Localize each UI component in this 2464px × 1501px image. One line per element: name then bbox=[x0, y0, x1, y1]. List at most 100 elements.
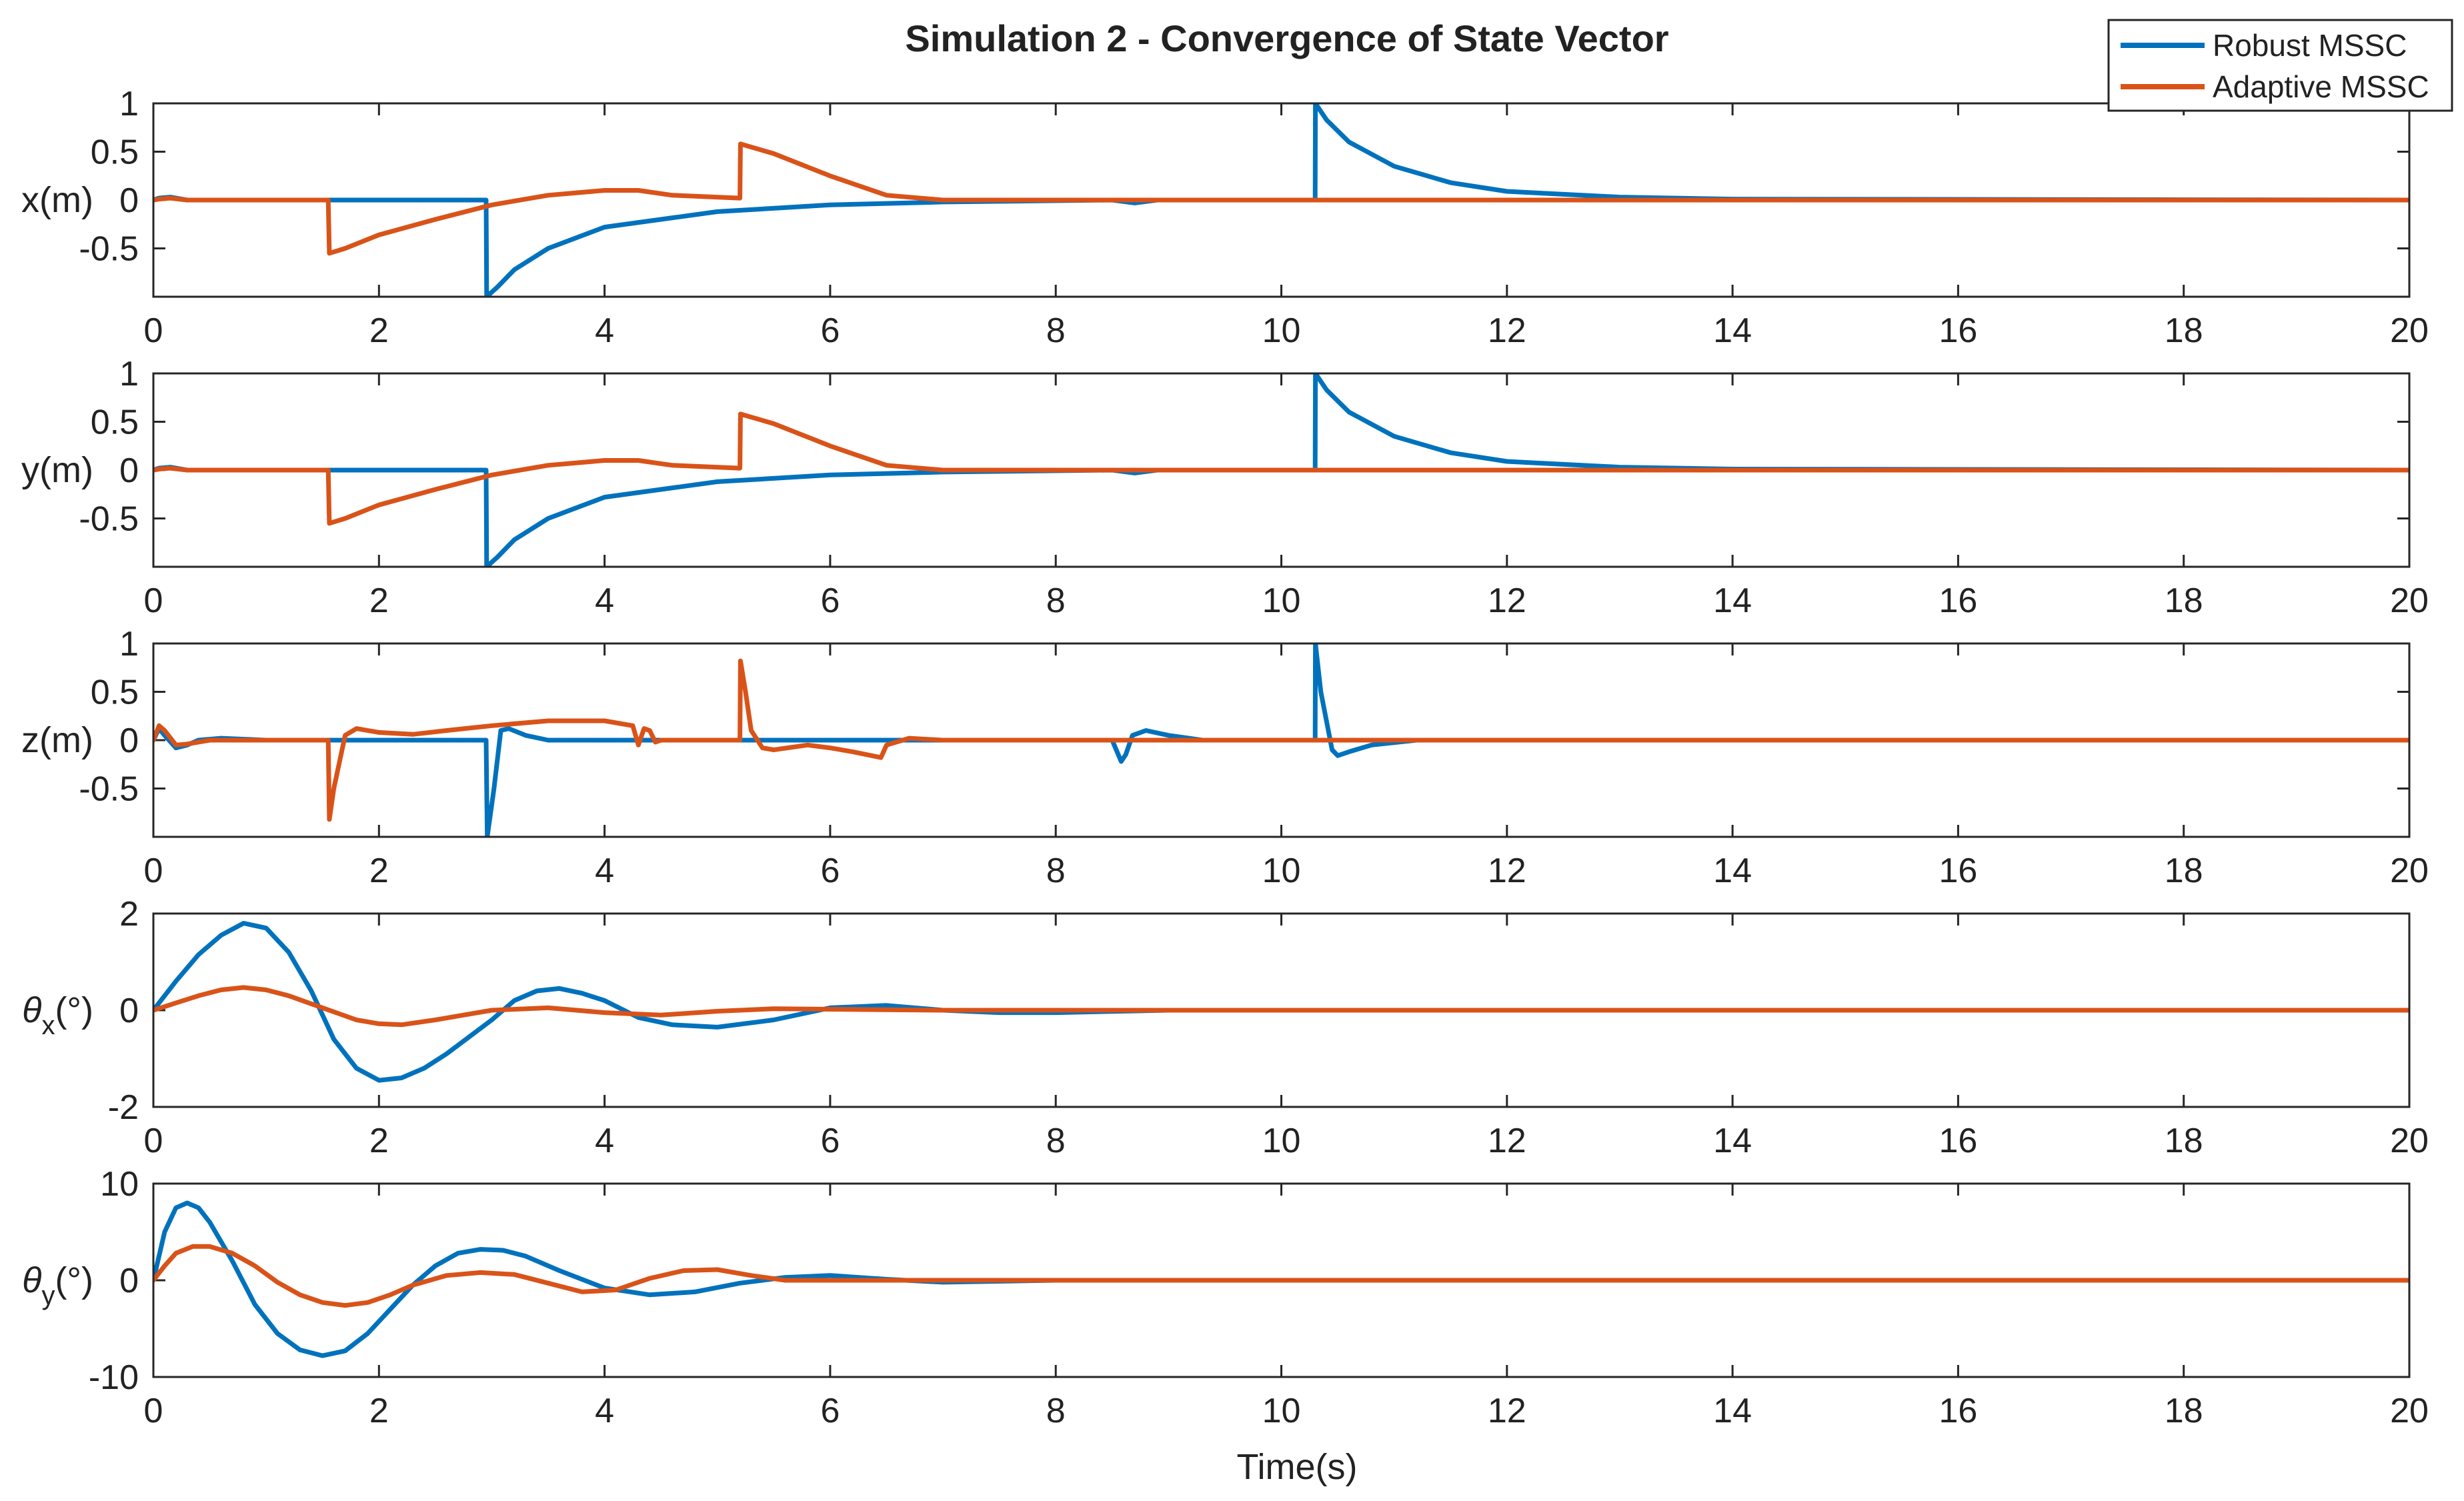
x-tick-label-z: 0 bbox=[144, 852, 163, 890]
y-tick-label-z: -0.5 bbox=[79, 770, 139, 809]
axes-frame-x bbox=[152, 102, 2411, 298]
y-tick-label-x: 1 bbox=[119, 85, 139, 123]
x-tick-label-y: 14 bbox=[1713, 581, 1752, 620]
legend-box bbox=[2107, 19, 2453, 112]
subplot-x: 0 2 4 6 8 10 12 14 16 18 20 1 0.5 0 -0.5 x(m) bbox=[21, 85, 2429, 350]
x-tick-label-thy: 6 bbox=[820, 1392, 840, 1430]
x-tick-label-thy: 4 bbox=[595, 1392, 614, 1430]
subplot-y: 0 2 4 6 8 10 12 14 16 18 20 1 0.5 0 -0.5 y(m) bbox=[21, 355, 2429, 620]
x-tick-label-y: 18 bbox=[2165, 581, 2203, 620]
x-tick-label-z: 12 bbox=[1488, 852, 1526, 890]
x-tick-label-thx: 14 bbox=[1713, 1122, 1752, 1160]
x-tick-label-z: 14 bbox=[1713, 852, 1752, 890]
y-tick-label-x: -0.5 bbox=[79, 230, 139, 269]
x-tick-label-y: 0 bbox=[144, 581, 163, 620]
legend-label-robust: Robust MSSC bbox=[2213, 28, 2407, 63]
y-tick-label-y: 0.5 bbox=[91, 403, 139, 442]
series-line-y-adaptive bbox=[153, 411, 2409, 526]
x-axis-label: Time(s) bbox=[1237, 1447, 1358, 1487]
x-tick-label-z: 18 bbox=[2165, 852, 2203, 890]
x-tick-label-y: 6 bbox=[820, 581, 840, 620]
x-tick-label-y: 2 bbox=[369, 581, 389, 620]
x-tick-label-thy: 2 bbox=[369, 1392, 389, 1430]
x-tick-label-z: 20 bbox=[2390, 852, 2429, 890]
x-tick-label-x: 6 bbox=[820, 311, 840, 350]
x-tick-label-thx: 10 bbox=[1262, 1122, 1301, 1160]
x-tick-label-thx: 6 bbox=[820, 1122, 840, 1160]
chart-title: Simulation 2 - Convergence of State Vect… bbox=[905, 17, 1668, 59]
axes-frame-z bbox=[152, 642, 2411, 838]
x-tick-label-thy: 8 bbox=[1046, 1392, 1066, 1430]
y-tick-label-thy: 0 bbox=[119, 1262, 139, 1300]
x-tick-label-x: 12 bbox=[1488, 311, 1526, 350]
x-tick-label-thx: 18 bbox=[2165, 1122, 2203, 1160]
x-tick-label-z: 16 bbox=[1939, 852, 1977, 890]
axes-frame-thy bbox=[152, 1182, 2411, 1378]
y-tick-label-x: 0 bbox=[119, 181, 139, 220]
x-tick-label-thx: 16 bbox=[1939, 1122, 1977, 1160]
x-tick-label-thy: 18 bbox=[2165, 1392, 2203, 1430]
series-group-thy bbox=[153, 1200, 2409, 1358]
x-tick-label-y: 16 bbox=[1939, 581, 1977, 620]
x-tick-label-y: 8 bbox=[1046, 581, 1066, 620]
series-group-x bbox=[153, 103, 2409, 297]
x-tick-label-x: 20 bbox=[2390, 311, 2429, 350]
y-tick-label-y: 1 bbox=[119, 355, 139, 393]
y-axis-label-y: y(m) bbox=[21, 450, 93, 490]
x-tick-label-y: 4 bbox=[595, 581, 614, 620]
axes-frame-thx bbox=[152, 912, 2411, 1108]
x-tick-label-thy: 12 bbox=[1488, 1392, 1526, 1430]
y-tick-label-y: 0 bbox=[119, 451, 139, 490]
y-tick-label-z: 1 bbox=[119, 625, 139, 663]
x-tick-label-x: 8 bbox=[1046, 311, 1066, 350]
x-tick-label-thx: 2 bbox=[369, 1122, 389, 1160]
x-tick-label-z: 4 bbox=[595, 852, 614, 890]
x-tick-label-thy: 16 bbox=[1939, 1392, 1977, 1430]
series-line-z-adaptive bbox=[153, 658, 2409, 822]
series-line-x-adaptive bbox=[153, 141, 2409, 256]
x-tick-label-y: 12 bbox=[1488, 581, 1526, 620]
y-tick-label-y: -0.5 bbox=[79, 500, 139, 539]
x-tick-label-thx: 20 bbox=[2390, 1122, 2429, 1160]
series-group-thx bbox=[153, 921, 2409, 1083]
x-tick-label-y: 20 bbox=[2390, 581, 2429, 620]
subplot-z: 0 2 4 6 8 10 12 14 16 18 20 1 0.5 0 -0.5 z(m) bbox=[21, 625, 2429, 890]
y-tick-label-z: 0 bbox=[119, 721, 139, 760]
series-group-y bbox=[153, 373, 2409, 567]
x-tick-label-thx: 4 bbox=[595, 1122, 614, 1160]
x-tick-label-x: 14 bbox=[1713, 311, 1752, 350]
x-tick-label-thx: 12 bbox=[1488, 1122, 1526, 1160]
y-axis-label-x: x(m) bbox=[21, 180, 93, 220]
y-tick-label-thy: 10 bbox=[100, 1165, 139, 1204]
x-tick-label-x: 0 bbox=[144, 311, 163, 350]
y-tick-label-z: 0.5 bbox=[91, 673, 139, 712]
x-tick-label-thy: 10 bbox=[1262, 1392, 1301, 1430]
x-tick-label-thy: 0 bbox=[144, 1392, 163, 1430]
legend-label-adaptive: Adaptive MSSC bbox=[2213, 69, 2429, 104]
legend: Robust MSSC Adaptive MSSC bbox=[2107, 19, 2453, 112]
x-tick-label-z: 10 bbox=[1262, 852, 1301, 890]
x-tick-label-x: 16 bbox=[1939, 311, 1977, 350]
x-tick-label-z: 2 bbox=[369, 852, 389, 890]
y-tick-label-thy: -10 bbox=[89, 1358, 139, 1397]
y-axis-label-thy: θy(°) bbox=[22, 1260, 93, 1310]
series-group-z bbox=[153, 643, 2409, 837]
x-tick-label-z: 6 bbox=[820, 852, 840, 890]
x-tick-label-x: 2 bbox=[369, 311, 389, 350]
y-axis-label-z: z(m) bbox=[21, 720, 93, 760]
series-line-thx-adaptive bbox=[153, 985, 2409, 1028]
x-tick-label-x: 18 bbox=[2165, 311, 2203, 350]
y-tick-label-thx: 0 bbox=[119, 992, 139, 1030]
x-tick-label-y: 10 bbox=[1262, 581, 1301, 620]
y-tick-label-x: 0.5 bbox=[91, 133, 139, 172]
y-tick-label-thx: -2 bbox=[108, 1088, 139, 1127]
x-tick-label-x: 10 bbox=[1262, 311, 1301, 350]
x-tick-label-thy: 14 bbox=[1713, 1392, 1752, 1430]
axes-frame-y bbox=[152, 372, 2411, 568]
x-tick-label-thx: 0 bbox=[144, 1122, 163, 1160]
y-axis-label-thx: θx(°) bbox=[22, 990, 93, 1040]
